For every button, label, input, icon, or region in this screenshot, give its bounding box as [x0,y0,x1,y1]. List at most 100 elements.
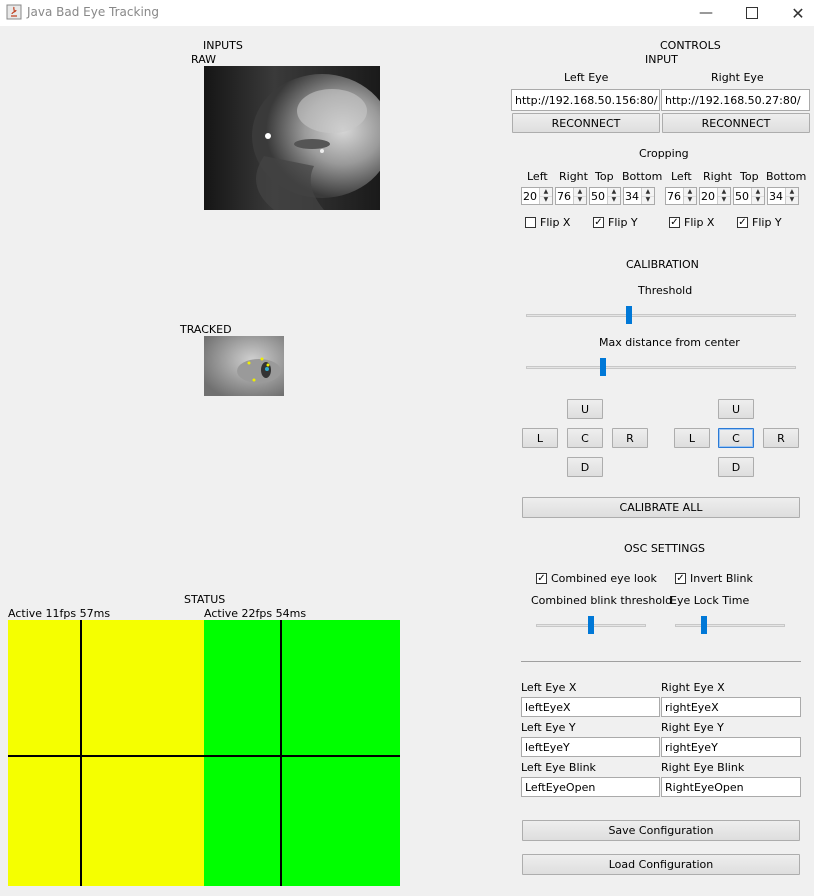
cropping-heading: Cropping [639,147,689,160]
spinner-down-icon[interactable]: ▼ [717,196,730,204]
checkbox-box[interactable]: ✓ [669,217,680,228]
left-crop-left-spinner[interactable]: 20 ▲ ▼ [521,187,553,205]
checkbox-box[interactable]: ✓ [593,217,604,228]
left-crosshair-horizontal [8,755,204,757]
left-eye-status-view [8,620,204,886]
right-status-text: Active 22fps 54ms [204,607,307,620]
right-calibrate-center-button[interactable]: C [718,428,754,448]
left-eye-blink-input[interactable]: LeftEyeOpen [521,777,660,797]
threshold-slider-thumb[interactable] [626,306,633,324]
right-eye-y-label: Right Eye Y [661,721,724,734]
spinner-down-icon[interactable]: ▼ [607,196,620,204]
combined-blink-threshold-label: Combined blink threshold [531,594,673,607]
spinner-up-icon[interactable]: ▲ [785,188,798,197]
minimize-icon[interactable]: — [699,5,713,21]
right-eye-x-input[interactable]: rightEyeX [661,697,801,717]
java-app-icon [6,4,22,20]
right-calibrate-up-button[interactable]: U [718,399,754,419]
save-configuration-button[interactable]: Save Configuration [522,820,800,841]
spinner-value: 76 [667,189,681,203]
calibrate-all-button[interactable]: CALIBRATE ALL [522,497,800,518]
right-crop-bottom-spinner[interactable]: 34 ▲ ▼ [767,187,799,205]
right-crosshair-vertical [280,620,282,886]
right-flip-y-checkbox[interactable]: ✓ Flip Y [737,216,782,229]
eye-lock-time-slider-thumb[interactable] [701,616,707,634]
spinner-up-icon[interactable]: ▲ [683,188,696,197]
right-crop-header-bottom: Bottom [766,170,807,183]
left-flip-x-checkbox[interactable]: Flip X [525,216,570,229]
spinner-down-icon[interactable]: ▼ [641,196,654,204]
left-crop-right-spinner[interactable]: 76 ▲ ▼ [555,187,587,205]
spinner-value: 20 [701,189,715,203]
left-calibrate-right-button[interactable]: R [612,428,648,448]
left-crop-header-bottom: Bottom [622,170,663,183]
checkbox-box[interactable]: ✓ [737,217,748,228]
left-calibrate-center-button[interactable]: C [567,428,603,448]
threshold-label: Threshold [638,284,693,297]
spinner-up-icon[interactable]: ▲ [539,188,552,197]
left-crosshair-vertical [80,620,82,886]
max-distance-slider-track[interactable] [526,366,796,369]
window-title: Java Bad Eye Tracking [27,5,160,19]
spinner-value: 34 [625,189,639,203]
left-crop-header-right: Right [559,170,588,183]
right-flip-x-checkbox[interactable]: ✓ Flip X [669,216,714,229]
title-bar: Java Bad Eye Tracking — ✕ [0,0,814,26]
eye-lock-time-slider-track[interactable] [675,624,785,627]
left-crop-top-spinner[interactable]: 50 ▲ ▼ [589,187,621,205]
right-eye-status-view [204,620,400,886]
left-reconnect-button[interactable]: RECONNECT [512,113,660,133]
left-flip-y-checkbox[interactable]: ✓ Flip Y [593,216,638,229]
invert-blink-checkbox[interactable]: ✓ Invert Blink [675,572,753,585]
right-crop-right-spinner[interactable]: 20 ▲ ▼ [699,187,731,205]
checkbox-box[interactable] [525,217,536,228]
left-calibrate-down-button[interactable]: D [567,457,603,477]
combined-eye-look-checkbox[interactable]: ✓ Combined eye look [536,572,657,585]
left-eye-x-input[interactable]: leftEyeX [521,697,660,717]
tracked-label: TRACKED [180,323,232,336]
left-eye-url-input[interactable]: http://192.168.50.156:80/ [511,89,660,111]
right-reconnect-button[interactable]: RECONNECT [662,113,810,133]
checkbox-label: Combined eye look [551,572,657,585]
input-heading: INPUT [645,53,678,66]
spinner-up-icon[interactable]: ▲ [751,188,764,197]
close-icon[interactable]: ✕ [791,3,805,23]
checkbox-box[interactable]: ✓ [675,573,686,584]
spinner-down-icon[interactable]: ▼ [539,196,552,204]
left-eye-y-input[interactable]: leftEyeY [521,737,660,757]
inputs-heading: INPUTS [203,39,243,52]
spinner-down-icon[interactable]: ▼ [573,196,586,204]
spinner-up-icon[interactable]: ▲ [717,188,730,197]
maximize-icon[interactable] [729,0,775,26]
left-calibrate-left-button[interactable]: L [522,428,558,448]
max-distance-label: Max distance from center [599,336,740,349]
right-calibrate-right-button[interactable]: R [763,428,799,448]
spinner-down-icon[interactable]: ▼ [751,196,764,204]
checkbox-label: Flip Y [752,216,782,229]
spinner-down-icon[interactable]: ▼ [785,196,798,204]
checkbox-label: Flip Y [608,216,638,229]
spinner-up-icon[interactable]: ▲ [573,188,586,197]
checkbox-box[interactable]: ✓ [536,573,547,584]
load-configuration-button[interactable]: Load Configuration [522,854,800,875]
right-eye-y-input[interactable]: rightEyeY [661,737,801,757]
spinner-up-icon[interactable]: ▲ [641,188,654,197]
right-crop-top-spinner[interactable]: 50 ▲ ▼ [733,187,765,205]
right-eye-label: Right Eye [711,71,764,84]
status-heading: STATUS [184,593,226,606]
max-distance-slider-thumb[interactable] [599,358,606,376]
left-calibrate-up-button[interactable]: U [567,399,603,419]
osc-settings-heading: OSC SETTINGS [624,542,705,555]
spinner-down-icon[interactable]: ▼ [683,196,696,204]
combined-blink-threshold-slider-thumb[interactable] [588,616,594,634]
right-eye-x-label: Right Eye X [661,681,725,694]
raw-label: RAW [191,53,216,66]
right-calibrate-left-button[interactable]: L [674,428,710,448]
spinner-up-icon[interactable]: ▲ [607,188,620,197]
right-eye-url-input[interactable]: http://192.168.50.27:80/ [661,89,810,111]
left-crop-bottom-spinner[interactable]: 34 ▲ ▼ [623,187,655,205]
right-eye-blink-input[interactable]: RightEyeOpen [661,777,801,797]
threshold-slider-track[interactable] [526,314,796,317]
right-crop-left-spinner[interactable]: 76 ▲ ▼ [665,187,697,205]
right-calibrate-down-button[interactable]: D [718,457,754,477]
